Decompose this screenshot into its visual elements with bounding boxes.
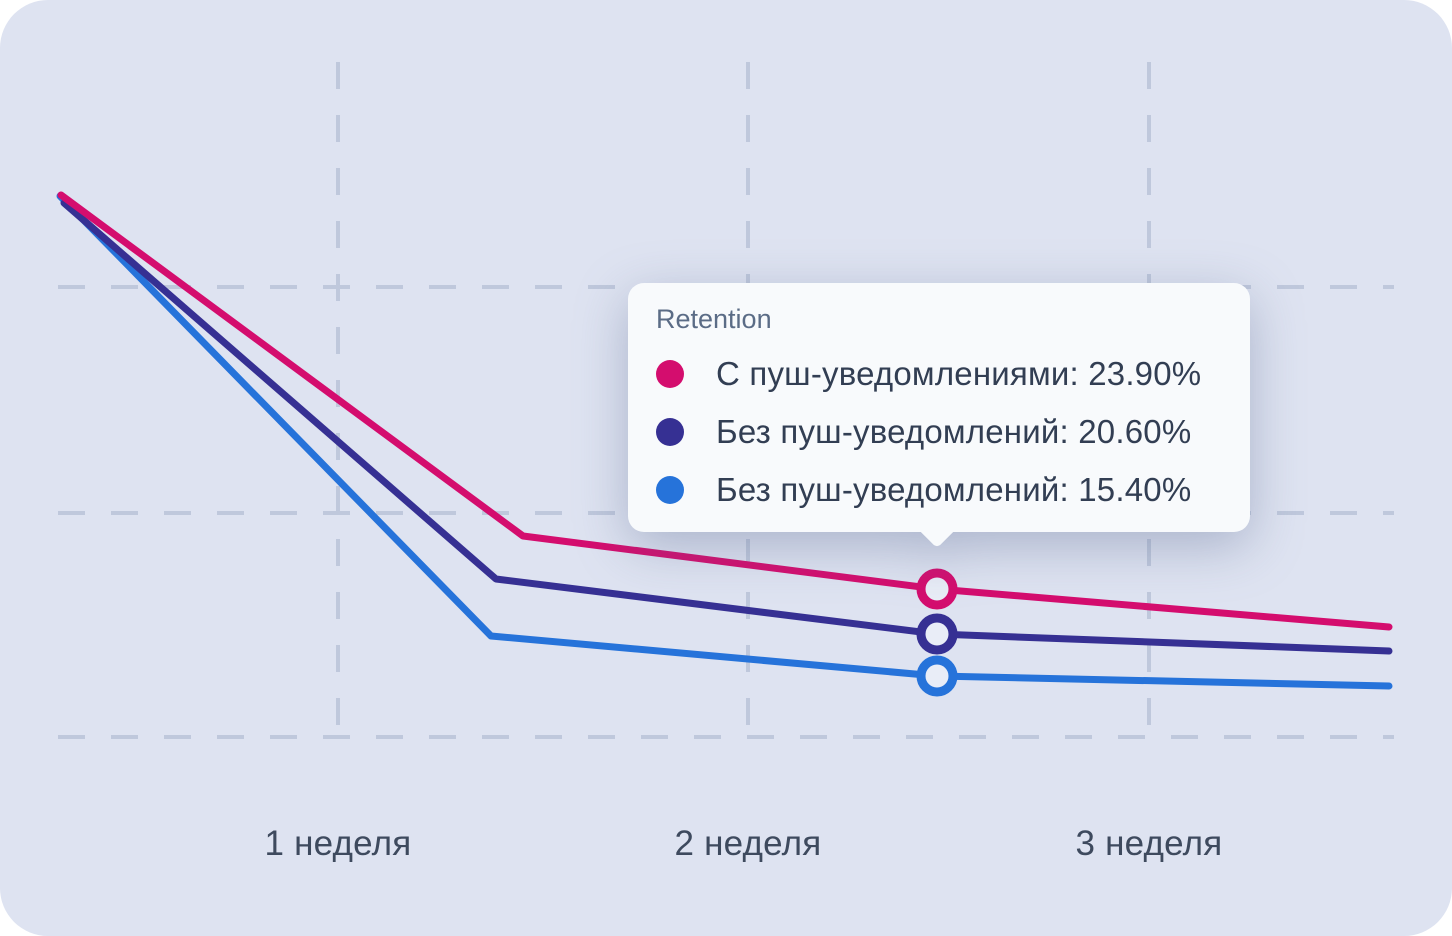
series-color-dot-navy-icon <box>656 418 684 446</box>
legend-item-without-push-a: Без пуш-уведомлений: 20.60% <box>656 403 1222 461</box>
series-color-dot-blue-icon <box>656 476 684 504</box>
series-line-1 <box>60 199 1393 655</box>
x-axis-label-week-2: 2 неделя <box>674 824 822 863</box>
tooltip-legend: С пуш-уведомлениями: 23.90% Без пуш-увед… <box>656 345 1222 519</box>
x-axis-label-week-3: 3 неделя <box>1075 824 1223 863</box>
hover-marker-1[interactable] <box>916 613 958 655</box>
legend-item-text: Без пуш-уведомлений: 15.40% <box>716 471 1192 508</box>
x-axis-label-week-1: 1 неделя <box>264 824 412 863</box>
legend-item-text: С пуш-уведомлениями: 23.90% <box>716 355 1202 392</box>
series-color-dot-pink-icon <box>656 360 684 388</box>
tooltip-title: Retention <box>656 304 772 334</box>
chart-tooltip: Retention С пуш-уведомлениями: 23.90% Бе… <box>628 283 1250 549</box>
legend-item-without-push-b: Без пуш-уведомлений: 15.40% <box>656 461 1222 519</box>
hover-marker-2[interactable] <box>916 655 958 697</box>
series-line-2 <box>56 192 1393 690</box>
hover-marker-0[interactable] <box>916 568 958 610</box>
legend-item-with-push: С пуш-уведомлениями: 23.90% <box>656 345 1222 403</box>
series-line-0 <box>57 191 1393 631</box>
legend-item-text: Без пуш-уведомлений: 20.60% <box>716 413 1192 450</box>
